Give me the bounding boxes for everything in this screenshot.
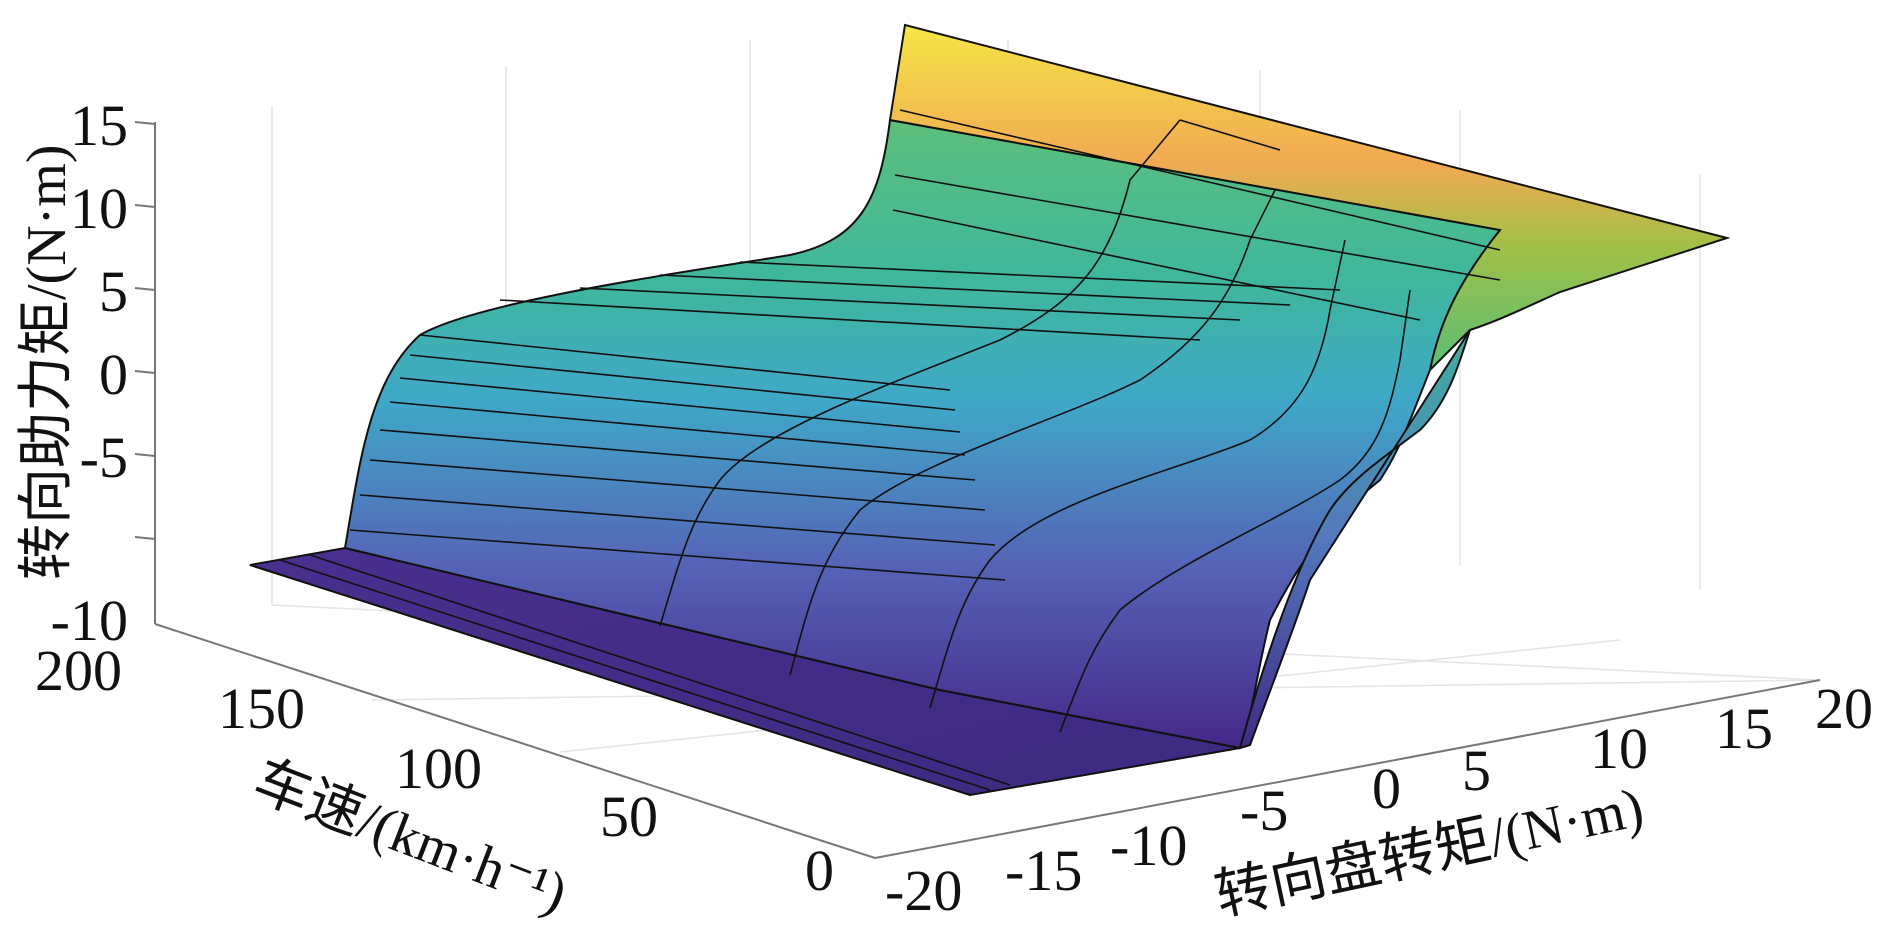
svg-text:-20: -20 [885,858,962,923]
svg-text:20: 20 [1815,676,1873,741]
svg-text:50: 50 [600,784,658,849]
svg-text:0: 0 [1372,756,1401,821]
svg-text:-15: -15 [1005,838,1082,903]
svg-text:-10: -10 [51,588,128,653]
y-tick-labels: 200 150 100 50 0 [35,638,834,903]
svg-text:15: 15 [1715,696,1773,761]
z-tick-labels: 15 10 5 0 -5 -10 [51,93,128,653]
svg-text:5: 5 [99,259,128,324]
svg-text:100: 100 [395,736,482,801]
svg-text:-10: -10 [1110,813,1187,878]
svg-text:0: 0 [99,342,128,407]
svg-text:15: 15 [70,93,128,158]
svg-text:0: 0 [805,838,834,903]
z-axis-label: 转向助力矩/(N·m) [16,144,78,580]
svg-text:150: 150 [218,676,305,741]
svg-text:5: 5 [1462,738,1491,803]
x-tick-labels: -20 -15 -10 -5 0 5 10 15 20 [885,676,1873,923]
svg-text:10: 10 [1590,716,1648,781]
svg-text:10: 10 [70,176,128,241]
z-tick-marks [134,121,156,540]
svg-text:200: 200 [35,638,122,703]
svg-text:-5: -5 [80,425,128,490]
surface-mesh [249,109,1501,796]
svg-text:-5: -5 [1240,778,1288,843]
